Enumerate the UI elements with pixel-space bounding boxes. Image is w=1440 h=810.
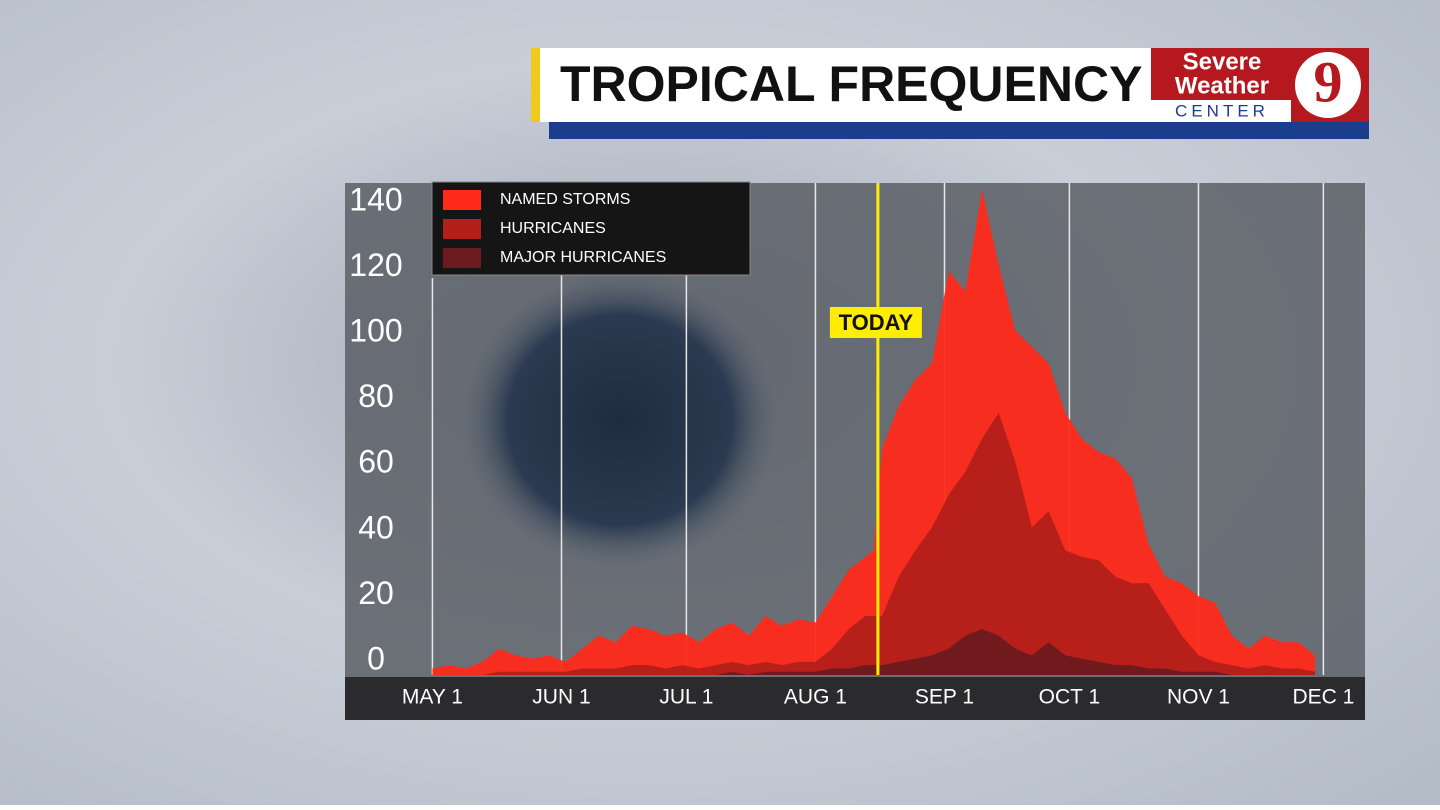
x-tick-label: DEC 1 [1292,686,1354,709]
x-tick-label: JUL 1 [659,686,713,709]
title: TROPICAL FREQUENCY [560,56,1142,112]
x-axis-band [345,677,1365,720]
y-tick-label: 20 [358,575,394,611]
plot: MAY 1 JUN 1 JUL 1 AUG 1 SEP 1 OCT 1 NOV 1 DEC 1… [349,181,1354,708]
logo-line: Weather [1175,72,1269,99]
y-tick-label: 40 [358,509,394,545]
logo-center-box [1151,100,1291,122]
logo-line: CENTER [1175,101,1269,120]
title-underbar [549,122,1369,139]
logo-number: 9 [1314,49,1343,114]
logo-line: Severe [1183,48,1262,75]
y-tick-label: 140 [349,181,402,217]
y-tick-label: 0 [367,640,385,676]
legend-swatch [443,190,481,210]
title-accent [531,48,540,122]
legend-label: HURRICANES [500,220,606,237]
legend-swatch [443,219,481,239]
legend-box [431,181,751,276]
legend-label: MAJOR HURRICANES [500,249,666,266]
today-label: TODAY [839,310,914,335]
x-tick-label: MAY 1 [402,686,463,709]
y-tick-label: 80 [358,378,394,414]
today-box [829,307,922,338]
legend-swatch [443,248,481,268]
area [432,412,1316,675]
area [432,189,1316,675]
title-box [531,48,1151,122]
x-tick-label: AUG 1 [784,686,847,709]
logo-circle [1295,52,1361,118]
y-tick-label: 60 [358,444,394,480]
x-tick-label: SEP 1 [915,686,974,709]
hurricane-eye [460,270,780,570]
y-tick-label: 100 [349,312,402,348]
y-tick-label: 120 [349,247,402,283]
x-tick-label: NOV 1 [1167,686,1230,709]
legend-label: NAMED STORMS [500,191,630,208]
area [432,629,1316,675]
x-tick-label: JUN 1 [532,686,590,709]
x-tick-label: OCT 1 [1039,686,1100,709]
